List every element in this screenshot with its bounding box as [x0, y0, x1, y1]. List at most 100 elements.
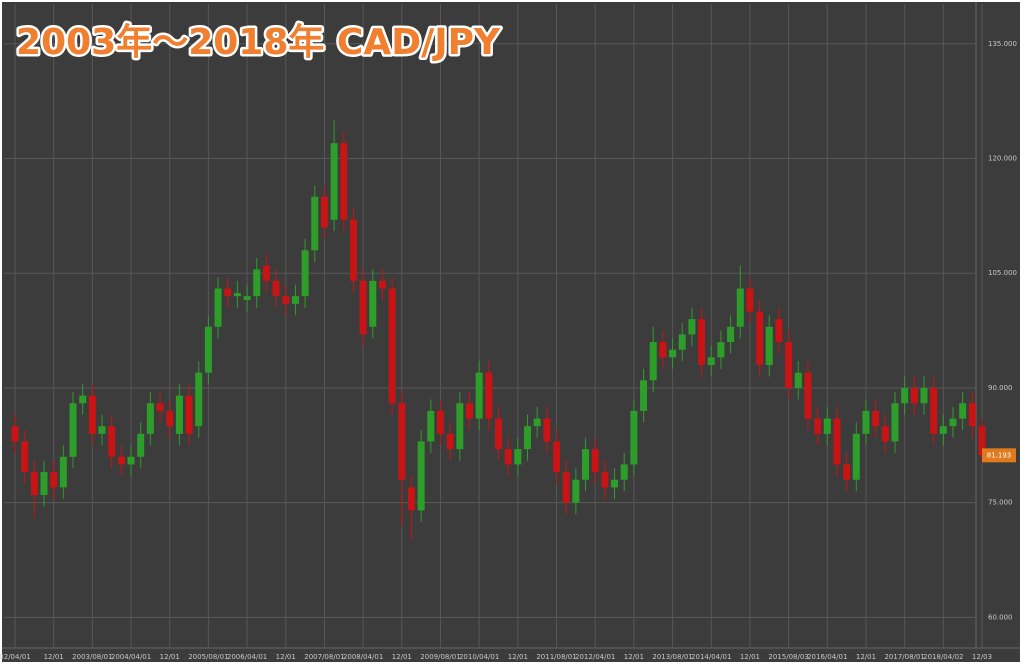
- candle-body: [524, 426, 532, 450]
- candle-body: [465, 403, 473, 419]
- candle-body: [678, 334, 686, 350]
- x-tick-label: 2007/08/01: [304, 653, 344, 661]
- x-tick-label: 12/01: [392, 653, 412, 661]
- y-tick-label: 105.000: [988, 269, 1017, 277]
- candle-body: [69, 403, 77, 457]
- candle-body: [630, 410, 638, 465]
- candle-body: [978, 426, 986, 456]
- y-tick-label: 120.000: [988, 154, 1017, 162]
- x-tick-label: 12/03: [972, 653, 992, 661]
- candle-body: [814, 418, 822, 434]
- candle-body: [736, 288, 744, 327]
- candle-body: [514, 449, 522, 465]
- candle-body: [156, 403, 164, 411]
- candle-body: [475, 372, 483, 419]
- candle-body: [582, 449, 590, 480]
- candle-body: [872, 410, 880, 427]
- candle-body: [910, 387, 918, 404]
- candle-body: [21, 441, 29, 473]
- x-tick-label: 2003/08/01: [72, 653, 112, 661]
- candle-body: [369, 280, 377, 327]
- x-tick-label: 2013/08/01: [652, 653, 692, 661]
- candle-body: [98, 426, 106, 434]
- candle-body: [117, 456, 125, 465]
- candle-body: [572, 479, 580, 503]
- candle-body: [349, 219, 357, 281]
- x-tick-label: 12/01: [508, 653, 528, 661]
- x-tick-label: 2004/04/01: [111, 653, 151, 661]
- candle-body: [253, 269, 261, 297]
- candle-body: [620, 464, 628, 480]
- candle-body: [939, 426, 947, 434]
- x-tick-label: 12/01: [44, 653, 64, 661]
- candle-body: [843, 464, 851, 480]
- candle-body: [59, 456, 67, 488]
- candle-body: [427, 410, 435, 442]
- candle-body: [272, 280, 280, 297]
- candle-body: [495, 418, 502, 450]
- candle-body: [359, 280, 367, 335]
- candle-body: [746, 288, 754, 312]
- x-tick-label: 2012/04/01: [575, 653, 615, 661]
- candle-body: [320, 196, 328, 228]
- candle-body: [765, 326, 773, 366]
- candle-body: [785, 342, 793, 388]
- candle-body: [50, 472, 58, 488]
- price-tag-label: 81.193: [987, 451, 1012, 459]
- x-tick-label: 2018/04/02: [923, 653, 963, 661]
- x-tick-label: 2005/08/01: [188, 653, 228, 661]
- candle-body: [330, 143, 338, 220]
- candle-body: [291, 296, 299, 304]
- x-tick-label: 2015/08/03: [768, 653, 808, 661]
- candle-body: [756, 311, 764, 366]
- candle-body: [398, 403, 406, 480]
- x-tick-label: 2006/04/01: [227, 653, 267, 661]
- candle-body: [436, 410, 444, 434]
- candle-body: [852, 433, 860, 480]
- candle-body: [243, 296, 251, 300]
- y-tick-label: 60.000: [988, 613, 1013, 621]
- candle-body: [804, 372, 812, 419]
- x-tick-label: 12/01: [740, 653, 760, 661]
- y-tick-label: 90.000: [988, 384, 1013, 392]
- candle-body: [562, 472, 570, 503]
- candle-body: [669, 349, 677, 358]
- candle-body: [601, 472, 609, 488]
- chart-title: 2003年～2018年 CAD/JPY: [16, 22, 501, 63]
- candle-body: [79, 395, 87, 404]
- x-tick-label: 2008/04/01: [343, 653, 383, 661]
- candle-body: [688, 319, 696, 335]
- candle-body: [204, 326, 212, 373]
- candle-body: [485, 372, 493, 419]
- candle-body: [504, 449, 512, 465]
- candle-body: [378, 280, 386, 289]
- candle-body: [930, 387, 938, 434]
- candle-body: [533, 418, 541, 427]
- candle-body: [833, 418, 841, 465]
- candle-body: [301, 250, 309, 297]
- candle-body: [717, 342, 725, 358]
- candle-body: [233, 293, 241, 297]
- candle-body: [881, 426, 889, 442]
- candle-body: [166, 410, 174, 427]
- candle-body: [775, 319, 783, 343]
- candle-body: [920, 387, 928, 404]
- candle-body: [949, 418, 957, 427]
- candle-body: [823, 418, 831, 434]
- candle-body: [727, 326, 735, 343]
- candle-body: [175, 395, 183, 434]
- candle-body: [185, 395, 193, 434]
- candle-body: [282, 296, 290, 304]
- candle-body: [311, 196, 319, 251]
- candle-body: [959, 403, 967, 419]
- candle-body: [543, 418, 551, 442]
- x-tick-label: 2010/04/01: [459, 653, 499, 661]
- x-tick-label: 2011/08/01: [536, 653, 576, 661]
- x-tick-label: 2014/04/01: [691, 653, 731, 661]
- candle-body: [456, 403, 464, 450]
- candle-body: [707, 357, 715, 366]
- x-tick-label: 02/04/01: [0, 653, 31, 661]
- candle-body: [446, 433, 454, 450]
- candle-body: [224, 288, 232, 297]
